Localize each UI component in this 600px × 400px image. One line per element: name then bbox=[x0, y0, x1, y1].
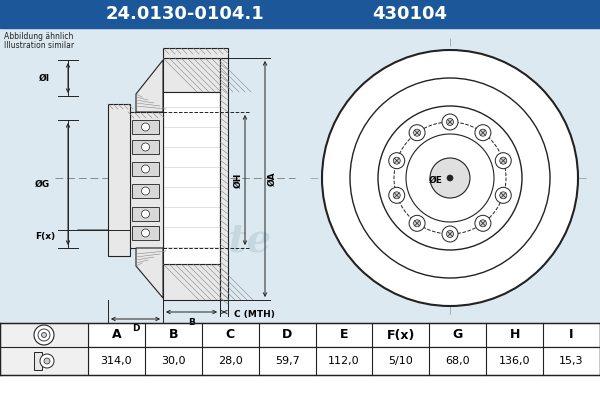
Bar bbox=[108, 104, 130, 256]
Circle shape bbox=[495, 187, 511, 203]
Bar bbox=[132, 226, 159, 240]
Circle shape bbox=[350, 78, 550, 278]
Circle shape bbox=[479, 129, 487, 136]
Polygon shape bbox=[136, 248, 163, 298]
Circle shape bbox=[479, 220, 487, 227]
Circle shape bbox=[142, 123, 149, 131]
Text: 430104: 430104 bbox=[373, 5, 448, 23]
Circle shape bbox=[41, 332, 47, 338]
Circle shape bbox=[406, 134, 494, 222]
Circle shape bbox=[409, 125, 425, 141]
Circle shape bbox=[142, 229, 149, 237]
Text: 314,0: 314,0 bbox=[101, 356, 132, 366]
Circle shape bbox=[475, 215, 491, 231]
Text: 112,0: 112,0 bbox=[328, 356, 360, 366]
Bar bbox=[132, 162, 159, 176]
Bar bbox=[34, 352, 42, 370]
Bar bbox=[163, 48, 228, 58]
Text: C: C bbox=[226, 328, 235, 342]
Text: 5/10: 5/10 bbox=[389, 356, 413, 366]
Text: H: H bbox=[509, 328, 520, 342]
Bar bbox=[0, 323, 88, 375]
Circle shape bbox=[38, 329, 50, 341]
Text: A: A bbox=[112, 328, 121, 342]
Circle shape bbox=[142, 187, 149, 195]
Circle shape bbox=[389, 153, 405, 169]
Text: D: D bbox=[282, 328, 292, 342]
Text: 136,0: 136,0 bbox=[499, 356, 530, 366]
Circle shape bbox=[142, 165, 149, 173]
Polygon shape bbox=[136, 60, 163, 112]
Bar bbox=[128, 112, 163, 248]
Circle shape bbox=[413, 129, 421, 136]
Text: E: E bbox=[340, 328, 348, 342]
Text: C (MTH): C (MTH) bbox=[234, 310, 275, 318]
Text: ØA: ØA bbox=[268, 172, 277, 186]
Circle shape bbox=[430, 158, 470, 198]
Circle shape bbox=[500, 192, 507, 199]
Text: F(x): F(x) bbox=[387, 328, 415, 342]
Circle shape bbox=[447, 175, 453, 181]
Bar bbox=[88, 347, 600, 375]
Text: B: B bbox=[169, 328, 178, 342]
Bar bbox=[163, 58, 220, 92]
Bar bbox=[220, 58, 228, 300]
Bar bbox=[163, 92, 220, 264]
Circle shape bbox=[322, 50, 578, 306]
Circle shape bbox=[394, 122, 506, 234]
Circle shape bbox=[44, 358, 50, 364]
Circle shape bbox=[475, 125, 491, 141]
Bar bbox=[132, 184, 159, 198]
Circle shape bbox=[446, 118, 454, 126]
Circle shape bbox=[34, 325, 54, 345]
Circle shape bbox=[413, 220, 421, 227]
Text: F(x): F(x) bbox=[35, 232, 55, 241]
Bar bbox=[132, 140, 159, 154]
Text: 59,7: 59,7 bbox=[275, 356, 299, 366]
Text: D: D bbox=[132, 324, 139, 333]
Circle shape bbox=[442, 226, 458, 242]
Circle shape bbox=[389, 187, 405, 203]
Bar bbox=[0, 0, 600, 28]
Bar bbox=[0, 28, 600, 322]
Text: 68,0: 68,0 bbox=[445, 356, 470, 366]
Circle shape bbox=[393, 157, 400, 164]
Text: Abbildung ähnlich: Abbildung ähnlich bbox=[4, 32, 73, 41]
Circle shape bbox=[142, 210, 149, 218]
Bar bbox=[163, 264, 220, 300]
Circle shape bbox=[40, 354, 54, 368]
Circle shape bbox=[393, 192, 400, 199]
Bar bbox=[132, 207, 159, 221]
Text: ØH: ØH bbox=[234, 172, 243, 188]
Text: Illustration similar: Illustration similar bbox=[4, 41, 74, 50]
Circle shape bbox=[446, 230, 454, 238]
Circle shape bbox=[442, 114, 458, 130]
Text: ØG: ØG bbox=[35, 180, 50, 188]
Text: 30,0: 30,0 bbox=[161, 356, 185, 366]
Text: 24.0130-0104.1: 24.0130-0104.1 bbox=[106, 5, 265, 23]
Text: 28,0: 28,0 bbox=[218, 356, 242, 366]
Text: B: B bbox=[188, 318, 195, 327]
Bar bbox=[88, 323, 600, 347]
Text: ØI: ØI bbox=[39, 74, 50, 82]
Circle shape bbox=[500, 157, 507, 164]
Text: I: I bbox=[569, 328, 574, 342]
Text: ØE: ØE bbox=[429, 176, 443, 184]
Circle shape bbox=[495, 153, 511, 169]
Text: 15,3: 15,3 bbox=[559, 356, 584, 366]
Circle shape bbox=[409, 215, 425, 231]
Circle shape bbox=[142, 143, 149, 151]
Circle shape bbox=[378, 106, 522, 250]
Text: Ate: Ate bbox=[199, 221, 271, 259]
Bar bbox=[132, 120, 159, 134]
Text: G: G bbox=[452, 328, 463, 342]
